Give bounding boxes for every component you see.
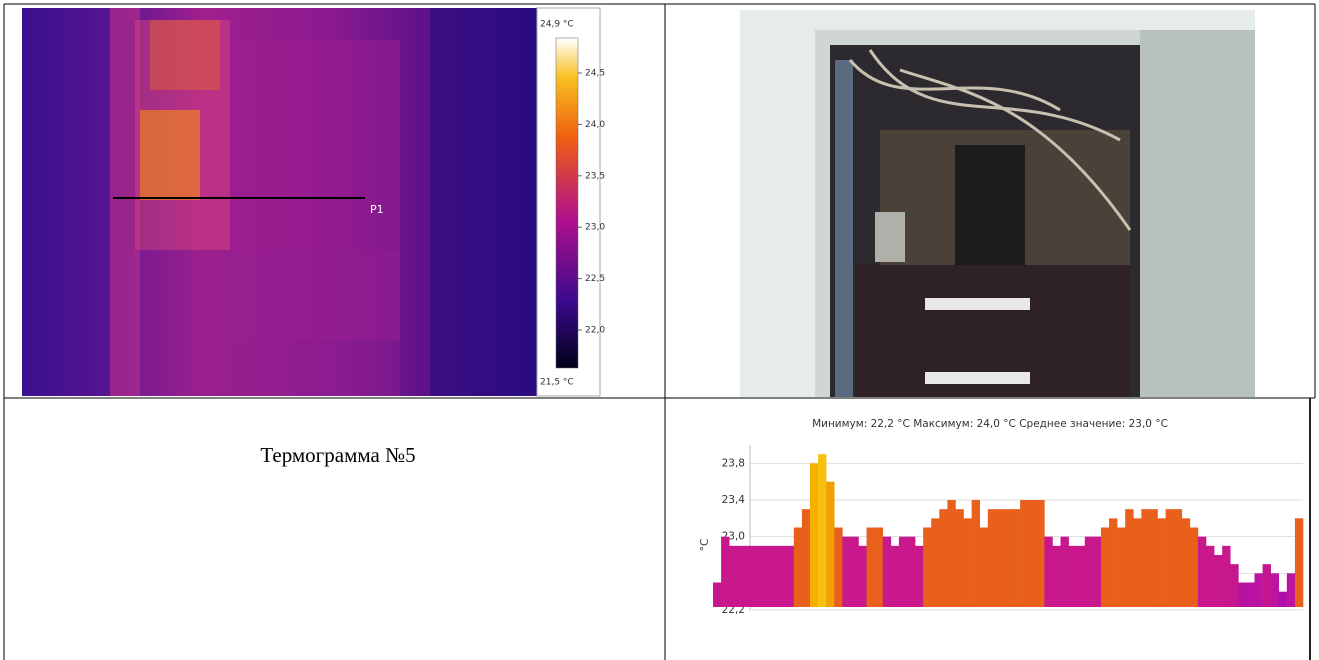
thermal-image: P1 24,9 °C 21,5 °C 24,524,023,523,022,52…: [22, 7, 605, 397]
scale-tick-label: 24,0: [585, 120, 605, 130]
bar: [818, 454, 827, 607]
bar: [809, 463, 819, 607]
bar: [729, 545, 738, 607]
bar: [898, 536, 908, 607]
bar: [939, 509, 948, 607]
bar: [866, 527, 875, 607]
caption: Термограмма №5: [260, 443, 415, 467]
bar: [1157, 518, 1166, 607]
bar: [947, 500, 956, 607]
bar: [955, 509, 964, 607]
bar: [1206, 545, 1215, 607]
profile-chart: Минимум: 22,2 °C Максимум: 24,0 °C Средн…: [699, 398, 1311, 660]
bar: [834, 527, 843, 607]
bar: [769, 545, 778, 607]
bar: [1020, 500, 1029, 607]
bar: [1036, 500, 1045, 607]
bar: [1149, 509, 1158, 607]
bar: [1278, 591, 1288, 607]
bar: [931, 518, 940, 607]
bar: [1028, 500, 1037, 607]
marker-label: P1: [370, 203, 384, 216]
scale-tick-label: 23,5: [585, 171, 605, 181]
bar: [1133, 518, 1142, 607]
bar: [915, 545, 924, 607]
scale-tick-label: 22,5: [585, 274, 605, 284]
bar: [963, 518, 972, 607]
bar: [1068, 545, 1077, 607]
bar: [785, 545, 795, 607]
bar: [1173, 509, 1183, 607]
bar: [882, 536, 892, 607]
bar: [713, 582, 722, 607]
bar: [826, 481, 835, 607]
bar: [890, 545, 900, 607]
bar: [745, 545, 754, 607]
bar: [1189, 527, 1199, 607]
bar: [1197, 536, 1207, 607]
bar: [1109, 518, 1118, 607]
bar: [1214, 555, 1223, 607]
scale-max: 24,9 °C: [540, 20, 574, 30]
bar: [1222, 545, 1231, 607]
bar: [979, 527, 989, 607]
bar: [906, 536, 916, 607]
bar: [1092, 536, 1102, 607]
bar: [1246, 582, 1255, 607]
bar: [1076, 545, 1086, 607]
bar: [987, 509, 997, 607]
bar: [1141, 509, 1150, 607]
bar: [858, 545, 867, 607]
bar: [923, 527, 932, 607]
y-tick-label: 23,8: [722, 457, 745, 469]
bar: [1238, 582, 1247, 607]
bar: [1270, 573, 1280, 607]
bar: [874, 527, 884, 607]
bar: [1060, 536, 1069, 607]
scale-ticks: 24,5 24,0 23,5 23,0 22,5 22,0: [578, 69, 605, 336]
bar: [1262, 564, 1271, 607]
bar: [1003, 509, 1013, 607]
bar: [737, 545, 746, 607]
bar: [1125, 509, 1134, 607]
bar: [1052, 545, 1061, 607]
bar: [995, 509, 1005, 607]
photo: [740, 10, 1255, 397]
bar: [1230, 564, 1239, 607]
y-tick-label: 23,4: [722, 494, 746, 506]
bar: [1117, 527, 1126, 607]
bar: [1286, 573, 1296, 607]
bar: [761, 545, 770, 607]
y-axis-label: °C: [699, 539, 711, 552]
bar: [1084, 536, 1094, 607]
bar: [753, 545, 762, 607]
bar: [1165, 509, 1174, 607]
bar: [1294, 518, 1304, 607]
table-borders: [3, 3, 1316, 660]
scale-tick-label: 24,5: [585, 69, 605, 79]
scale-min: 21,5 °C: [540, 378, 574, 388]
bar: [801, 509, 811, 607]
scale-tick-label: 22,0: [585, 326, 605, 336]
bar: [1254, 573, 1263, 607]
bar: [777, 545, 787, 607]
bar: [1012, 509, 1021, 607]
bar: [971, 500, 981, 607]
bar: [1044, 536, 1053, 607]
bar: [793, 527, 803, 607]
bar: [721, 536, 730, 607]
chart-title: Минимум: 22,2 °C Максимум: 24,0 °C Средн…: [812, 418, 1168, 430]
bar: [842, 536, 851, 607]
bar: [1100, 527, 1110, 607]
bar: [850, 536, 859, 607]
bar: [1181, 518, 1191, 607]
scale-tick-label: 23,0: [585, 223, 605, 233]
